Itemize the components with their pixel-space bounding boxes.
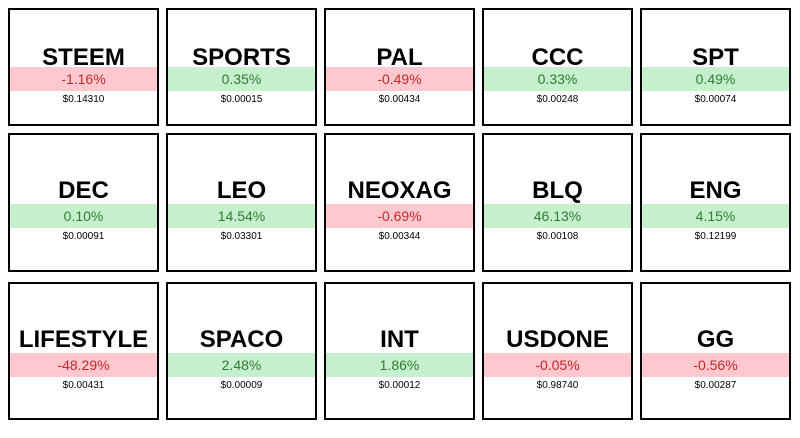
price-change: 0.49% <box>642 66 789 91</box>
price-change: -0.49% <box>326 66 473 91</box>
token-price: $0.00434 <box>378 93 421 105</box>
token-symbol: SPORTS <box>192 43 291 71</box>
token-symbol: DEC <box>58 177 109 205</box>
price-change: 0.35% <box>168 66 315 91</box>
token-price: $0.14310 <box>62 93 105 105</box>
price-change: 2.48% <box>168 352 315 377</box>
token-tile: CCC 0.33% $0.00248 <box>482 8 633 126</box>
token-price: $0.00015 <box>220 93 263 105</box>
token-tile: LEO 14.54% $0.03301 <box>166 133 317 272</box>
token-tile: LIFESTYLE -48.29% $0.00431 <box>8 282 159 420</box>
token-symbol: CCC <box>531 43 584 71</box>
token-symbol: SPACO <box>199 325 284 353</box>
token-symbol: STEEM <box>42 43 125 71</box>
token-tile: ENG 4.15% $0.12199 <box>640 133 791 272</box>
token-symbol: USDONE <box>506 325 609 353</box>
token-price: $0.00009 <box>220 379 263 391</box>
price-change: 4.15% <box>642 204 789 229</box>
token-symbol: SPT <box>692 43 739 71</box>
price-change: 14.54% <box>168 204 315 229</box>
price-change: 46.13% <box>484 204 631 229</box>
token-price: $0.00287 <box>694 379 737 391</box>
token-symbol: NEOXAG <box>347 177 452 205</box>
token-symbol: LEO <box>216 177 267 205</box>
token-tile: USDONE -0.05% $0.98740 <box>482 282 633 420</box>
token-price: $0.00012 <box>378 379 421 391</box>
price-change: 1.86% <box>326 352 473 377</box>
token-tile: SPORTS 0.35% $0.00015 <box>166 8 317 126</box>
token-tile: GG -0.56% $0.00287 <box>640 282 791 420</box>
token-tile: DEC 0.10% $0.00091 <box>8 133 159 272</box>
token-price: $0.03301 <box>220 231 263 243</box>
token-tile: PAL -0.49% $0.00434 <box>324 8 475 126</box>
token-tile: INT 1.86% $0.00012 <box>324 282 475 420</box>
token-price: $0.00091 <box>62 231 105 243</box>
token-symbol: ENG <box>689 177 742 205</box>
token-tile: NEOXAG -0.69% $0.00344 <box>324 133 475 272</box>
token-price: $0.00108 <box>536 231 579 243</box>
price-change: 0.10% <box>10 204 157 229</box>
token-price: $0.00344 <box>378 231 421 243</box>
token-tile: SPT 0.49% $0.00074 <box>640 8 791 126</box>
price-change: -0.56% <box>642 352 789 377</box>
price-change: -1.16% <box>10 66 157 91</box>
token-price: $0.98740 <box>536 379 579 391</box>
price-change: -0.69% <box>326 204 473 229</box>
token-price: $0.12199 <box>694 231 737 243</box>
token-symbol: GG <box>696 325 735 353</box>
token-price: $0.00074 <box>694 93 737 105</box>
price-change: 0.33% <box>484 66 631 91</box>
price-change: -48.29% <box>10 352 157 377</box>
token-price: $0.00431 <box>62 379 105 391</box>
token-symbol: PAL <box>376 43 423 71</box>
token-symbol: INT <box>380 325 419 353</box>
token-symbol: BLQ <box>532 177 583 205</box>
price-change: -0.05% <box>484 352 631 377</box>
token-price: $0.00248 <box>536 93 579 105</box>
token-tile: SPACO 2.48% $0.00009 <box>166 282 317 420</box>
token-tile: BLQ 46.13% $0.00108 <box>482 133 633 272</box>
token-symbol: LIFESTYLE <box>18 325 149 353</box>
token-tile: STEEM -1.16% $0.14310 <box>8 8 159 126</box>
